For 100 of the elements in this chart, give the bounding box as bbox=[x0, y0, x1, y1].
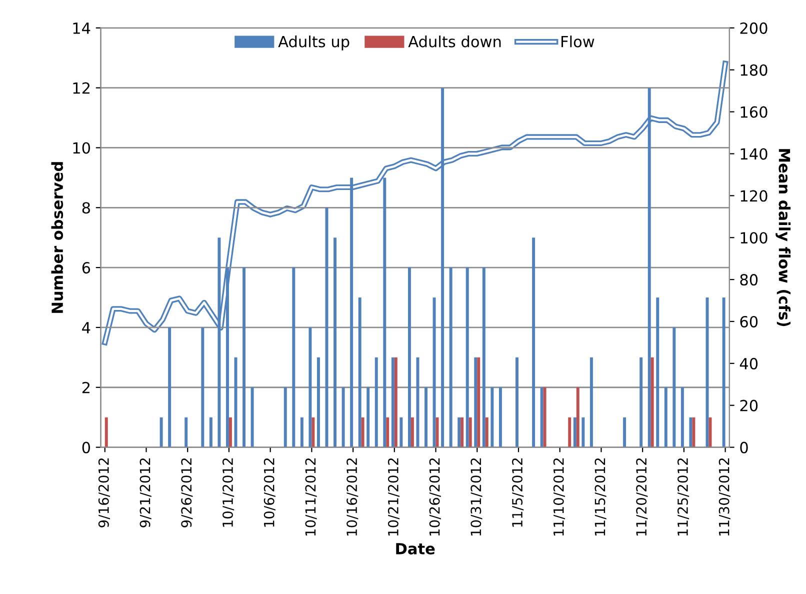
bar bbox=[292, 268, 296, 448]
y-tick-label: 14 bbox=[73, 22, 90, 34]
y-tick-label: 12 bbox=[73, 82, 90, 94]
y2-axis-title: Mean daily flow (cfs) bbox=[776, 149, 791, 326]
bar bbox=[374, 357, 378, 448]
bar bbox=[474, 357, 478, 448]
bar bbox=[184, 417, 188, 448]
bar bbox=[516, 357, 518, 448]
x-tick-label: 10/11/2012 bbox=[305, 458, 317, 536]
y2-tick-label: 120 bbox=[740, 190, 768, 202]
bar bbox=[458, 417, 461, 448]
bar bbox=[308, 327, 312, 448]
bar bbox=[680, 387, 684, 448]
x-tick-label: 10/21/2012 bbox=[388, 458, 400, 536]
y2-tick-label: 20 bbox=[740, 400, 758, 412]
y-tick-label: 0 bbox=[82, 442, 90, 454]
bar bbox=[168, 327, 172, 448]
x-tick-label: 11/25/2012 bbox=[677, 458, 690, 536]
bar bbox=[424, 387, 428, 448]
y-tick-label: 6 bbox=[82, 262, 90, 274]
bar bbox=[689, 417, 692, 448]
bar bbox=[300, 417, 304, 448]
bar bbox=[201, 327, 204, 448]
legend-label: Adults up bbox=[278, 36, 350, 50]
bar bbox=[477, 357, 480, 448]
y2-tick-label: 100 bbox=[740, 232, 768, 244]
y2-tick-label: 40 bbox=[740, 358, 758, 370]
x-tick-label: 11/20/2012 bbox=[636, 458, 648, 536]
bar bbox=[708, 417, 712, 448]
y2-tick-label: 160 bbox=[740, 106, 768, 118]
bar bbox=[590, 357, 593, 448]
x-tick-label: 11/30/2012 bbox=[718, 458, 730, 536]
y-tick-label: 2 bbox=[82, 382, 90, 394]
bar bbox=[460, 417, 464, 448]
bar bbox=[656, 298, 660, 448]
bar bbox=[358, 298, 362, 448]
bar bbox=[532, 238, 536, 448]
x-tick-label: 9/26/2012 bbox=[181, 458, 193, 528]
y2-tick-label: 140 bbox=[740, 148, 768, 160]
bar bbox=[543, 387, 546, 448]
y-tick-label: 8 bbox=[82, 202, 90, 214]
bar bbox=[250, 387, 254, 448]
bar bbox=[160, 417, 163, 448]
x-tick-label: 10/16/2012 bbox=[346, 458, 358, 536]
bar bbox=[361, 417, 364, 448]
bar bbox=[209, 417, 212, 448]
x-tick-label: 9/21/2012 bbox=[140, 458, 152, 528]
bar bbox=[490, 387, 494, 448]
bar bbox=[342, 387, 345, 448]
bar bbox=[466, 268, 469, 448]
bar bbox=[568, 417, 572, 448]
y-tick-label: 4 bbox=[82, 322, 90, 334]
bar bbox=[722, 298, 726, 448]
bar bbox=[408, 268, 411, 448]
bar bbox=[366, 387, 370, 448]
x-tick-label: 10/31/2012 bbox=[470, 458, 482, 536]
bar bbox=[640, 357, 643, 448]
x-tick-label: 10/1/2012 bbox=[222, 458, 234, 527]
y2-tick-label: 200 bbox=[740, 22, 768, 34]
y2-tick-label: 80 bbox=[740, 274, 758, 286]
bar bbox=[468, 417, 472, 448]
legend-label: Adults down bbox=[408, 36, 501, 48]
bar bbox=[104, 417, 108, 448]
bar bbox=[672, 327, 676, 448]
bar bbox=[540, 387, 544, 448]
bar bbox=[228, 417, 232, 448]
bar bbox=[449, 268, 452, 448]
bar bbox=[498, 387, 502, 448]
y2-tick-label: 0 bbox=[740, 442, 748, 454]
y2-tick-label: 60 bbox=[740, 316, 758, 328]
bar bbox=[692, 417, 696, 448]
x-axis-title: Date bbox=[396, 543, 435, 554]
x-tick-label: 11/15/2012 bbox=[594, 458, 606, 536]
bar bbox=[334, 238, 337, 448]
bar bbox=[386, 417, 390, 448]
bar bbox=[416, 357, 420, 448]
bar bbox=[582, 417, 585, 448]
x-tick-label: 10/26/2012 bbox=[429, 458, 441, 536]
x-tick-label: 11/5/2012 bbox=[512, 458, 524, 527]
bar bbox=[242, 268, 246, 448]
x-tick-label: 10/6/2012 bbox=[264, 458, 276, 527]
y-axis-title: Number observed bbox=[51, 162, 64, 313]
bar bbox=[410, 417, 414, 448]
bar bbox=[576, 387, 580, 448]
bar bbox=[664, 387, 668, 448]
bar bbox=[650, 357, 654, 448]
y-tick-label: 10 bbox=[73, 142, 90, 154]
legend-label: Flow bbox=[562, 36, 594, 48]
bar bbox=[312, 417, 315, 448]
bar bbox=[284, 387, 287, 448]
x-tick-label: 11/10/2012 bbox=[553, 458, 565, 536]
x-tick-label: 9/16/2012 bbox=[98, 458, 110, 528]
bar bbox=[400, 417, 403, 448]
bar bbox=[573, 417, 576, 448]
y2-tick-label: 180 bbox=[740, 64, 768, 76]
bar bbox=[623, 417, 626, 448]
bar bbox=[485, 417, 488, 448]
bar bbox=[391, 357, 394, 448]
bar bbox=[482, 268, 486, 448]
bar bbox=[432, 298, 436, 448]
